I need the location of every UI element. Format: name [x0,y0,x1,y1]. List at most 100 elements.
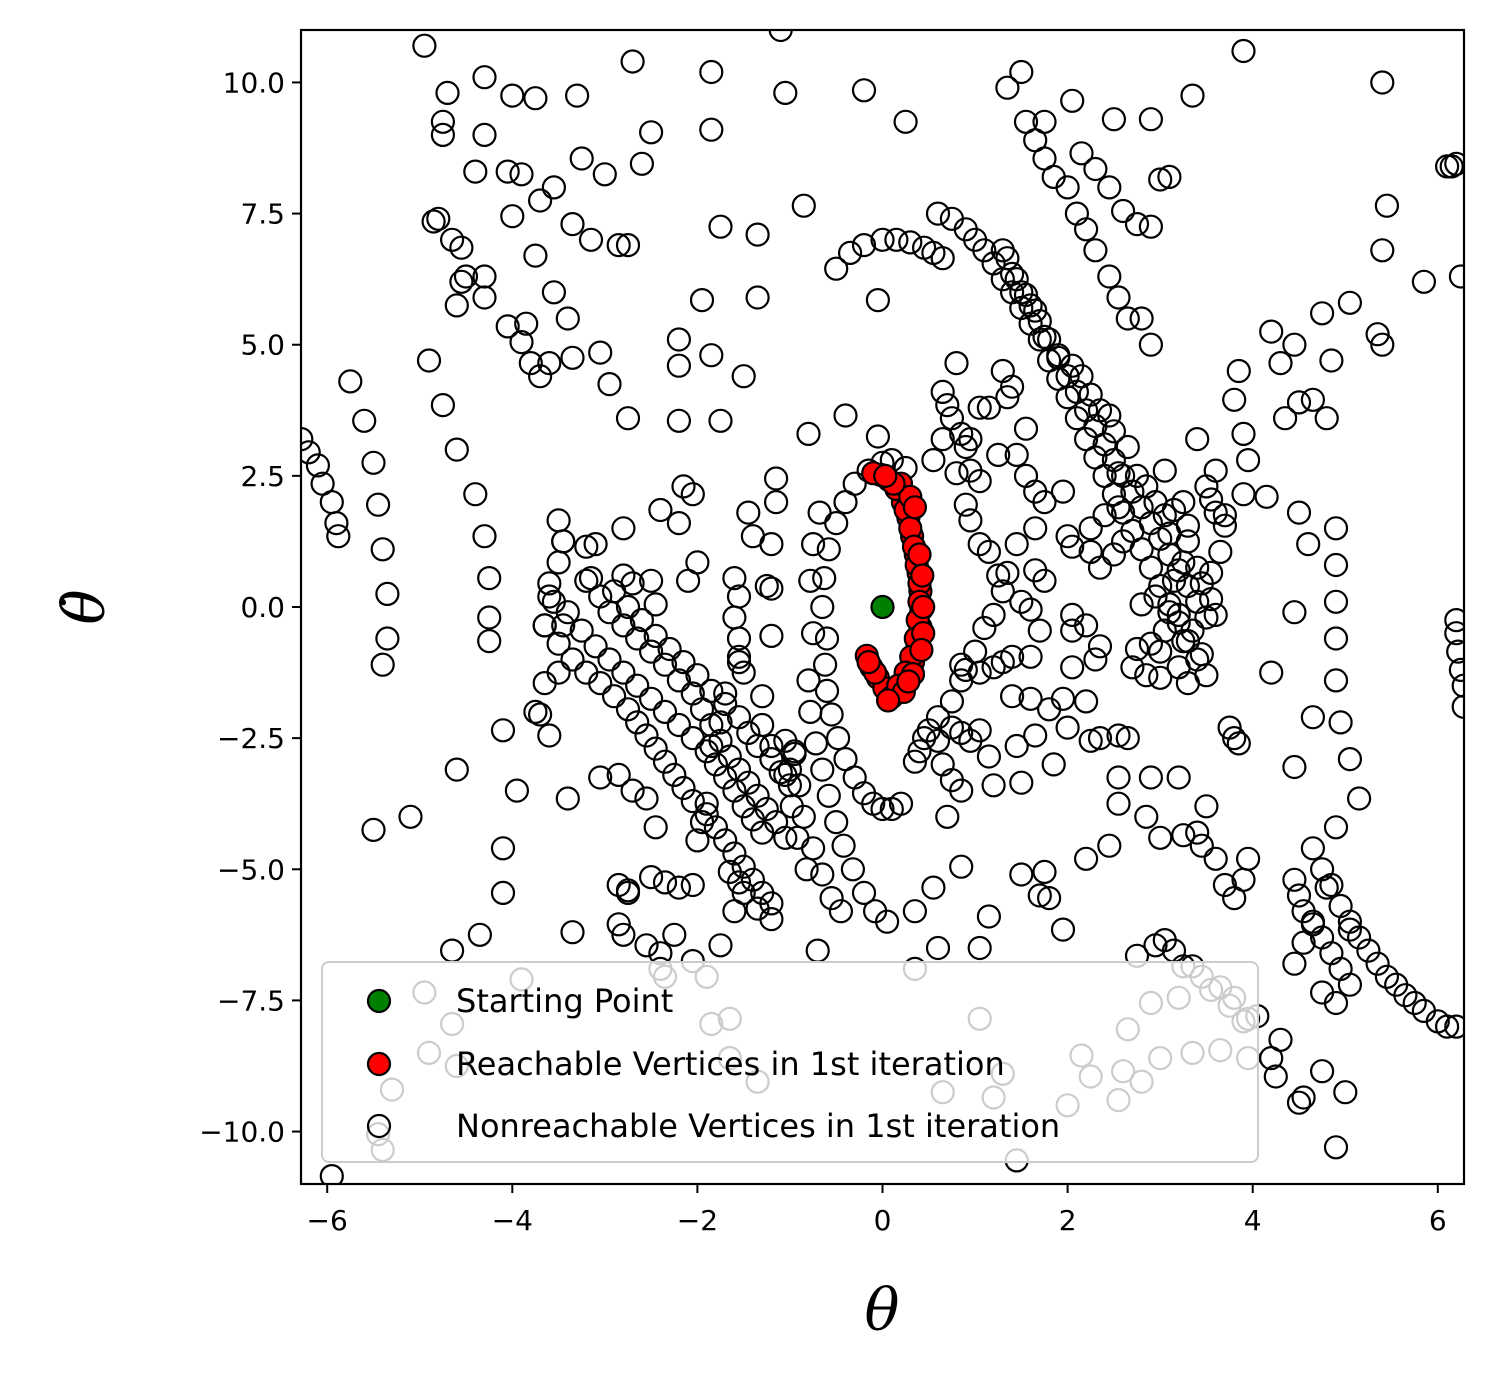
nonreachable-vertex-point [1161,497,1187,523]
nonreachable-vertex-point [745,222,770,247]
nonreachable-vertex-point [592,162,617,187]
nonreachable-vertex-point [949,854,974,879]
nonreachable-vertex-point [375,626,400,651]
nonreachable-vertex-point [921,875,946,900]
nonreachable-vertex-point [944,351,969,376]
nonreachable-vertex-point [1374,193,1400,218]
nonreachable-vertex-point [1013,416,1039,441]
nonreachable-vertex-point [574,568,599,593]
nonreachable-vertex-point [444,757,469,782]
nonreachable-vertex-point [1032,324,1057,349]
nonreachable-vertex-point [1309,1059,1335,1084]
nonreachable-vertex-point [500,204,525,229]
nonreachable-vertex-point [1023,723,1048,748]
nonreachable-vertex-point [1282,332,1307,357]
legend-label-nonreachable: Nonreachable Vertices in 1st iteration [456,1107,1060,1145]
nonreachable-vertex-point [1138,332,1164,357]
nonreachable-vertex-point [759,576,784,601]
nonreachable-vertex-point [615,233,641,258]
legend-box [321,961,1259,1163]
nonreachable-vertex-point [708,408,733,433]
nonreachable-vertex-point [652,652,678,677]
nonreachable-vertex-point [1189,642,1214,667]
nonreachable-vertex-point [601,684,627,709]
nonreachable-vertex-point [564,83,590,108]
nonreachable-vertex-point [477,565,502,591]
nonreachable-vertex-point [1226,358,1251,384]
nonreachable-vertex-point [713,765,738,790]
nonreachable-vertex-point [953,657,978,683]
nonreachable-vertex-point [898,230,923,255]
nonreachable-vertex-point [907,739,932,764]
nonreachable-vertex-point [703,815,729,840]
reachable-vertex-point [873,463,898,488]
nonreachable-vertex-point [1323,626,1349,651]
legend: Starting Point Reachable Vertices in 1st… [321,961,1259,1163]
nonreachable-vertex-point [831,833,856,858]
nonreachable-vertex-point [453,264,479,289]
nonreachable-vertex-point [1291,930,1316,955]
nonreachable-vertex-point [1286,883,1312,908]
nonreachable-vertex-point [1083,156,1108,182]
nonreachable-vertex-point [1393,983,1418,1008]
nonreachable-vertex-point [569,618,594,643]
y-tick-label: 7.5 [240,198,285,231]
nonreachable-vertex-point [930,246,955,271]
nonreachable-vertex-point [523,86,548,111]
nonreachable-vertex-point [305,453,330,478]
nonreachable-vertex-point [472,285,497,310]
nonreachable-vertex-point [1300,836,1326,861]
nonreachable-vertex-point [546,631,571,656]
nonreachable-vertex-point [1097,175,1122,200]
nonreachable-vertex-point [1194,605,1219,630]
nonreachable-vertex-point [611,516,636,541]
nonreachable-vertex-point [759,891,784,916]
nonreachable-vertex-point [870,796,895,822]
nonreachable-vertex-point [865,288,891,313]
nonreachable-vertex-point [370,537,395,562]
nonreachable-vertex-point [560,920,585,945]
nonreachable-vertex-point [981,773,1006,798]
nonreachable-vertex-point [361,450,386,475]
legend-label-reachable: Reachable Vertices in 1st iteration [456,1045,1005,1083]
nonreachable-vertex-point [634,933,659,958]
nonreachable-vertex-point [685,828,710,853]
nonreachable-vertex-point [953,492,978,517]
nonreachable-vertex-point [1323,1135,1349,1160]
nonreachable-vertex-point [1050,686,1076,711]
y-tick-label: −10.0 [199,1116,285,1149]
y-tick-label: −7.5 [217,984,285,1017]
nonreachable-vertex-point [523,699,548,725]
nonreachable-vertex-point [1444,151,1464,176]
nonreachable-vertex-point [680,872,705,898]
nonreachable-vertex-point [967,469,992,494]
nonreachable-vertex-point [1078,728,1103,753]
nonreachable-vertex-point [1129,306,1154,331]
nonreachable-vertex-point [689,809,715,835]
nonreachable-vertex-point [1060,618,1085,643]
nonreachable-vertex-point [444,293,469,318]
nonreachable-vertex-point [588,340,613,365]
nonreachable-vertex-point [925,935,951,961]
nonreachable-vertex-point [925,201,951,226]
nonreachable-vertex-point [888,791,914,816]
nonreachable-vertex-point [1101,107,1127,132]
nonreachable-vertex-point [666,408,692,433]
nonreachable-vertex-point [768,760,793,785]
nonreachable-vertex-point [472,65,497,90]
data-points [301,30,1464,1184]
nonreachable-vertex-point [1194,794,1219,819]
nonreachable-vertex-point [1222,387,1247,412]
nonreachable-vertex-point [694,791,719,816]
x-tick-label: 6 [1429,1204,1447,1237]
nonreachable-vertex-point [1402,990,1427,1016]
nonreachable-vertex-point [1296,531,1321,557]
nonreachable-vertex-point [606,912,631,937]
nonreachable-vertex-point [541,175,567,200]
nonreachable-vertex-point [1073,846,1099,871]
nonreachable-vertex-point [426,206,451,231]
nonreachable-vertex-point [851,78,877,103]
nonreachable-vertex-point [449,269,474,294]
nonreachable-vertex-point [1370,238,1395,263]
nonreachable-vertex-point [972,238,997,263]
